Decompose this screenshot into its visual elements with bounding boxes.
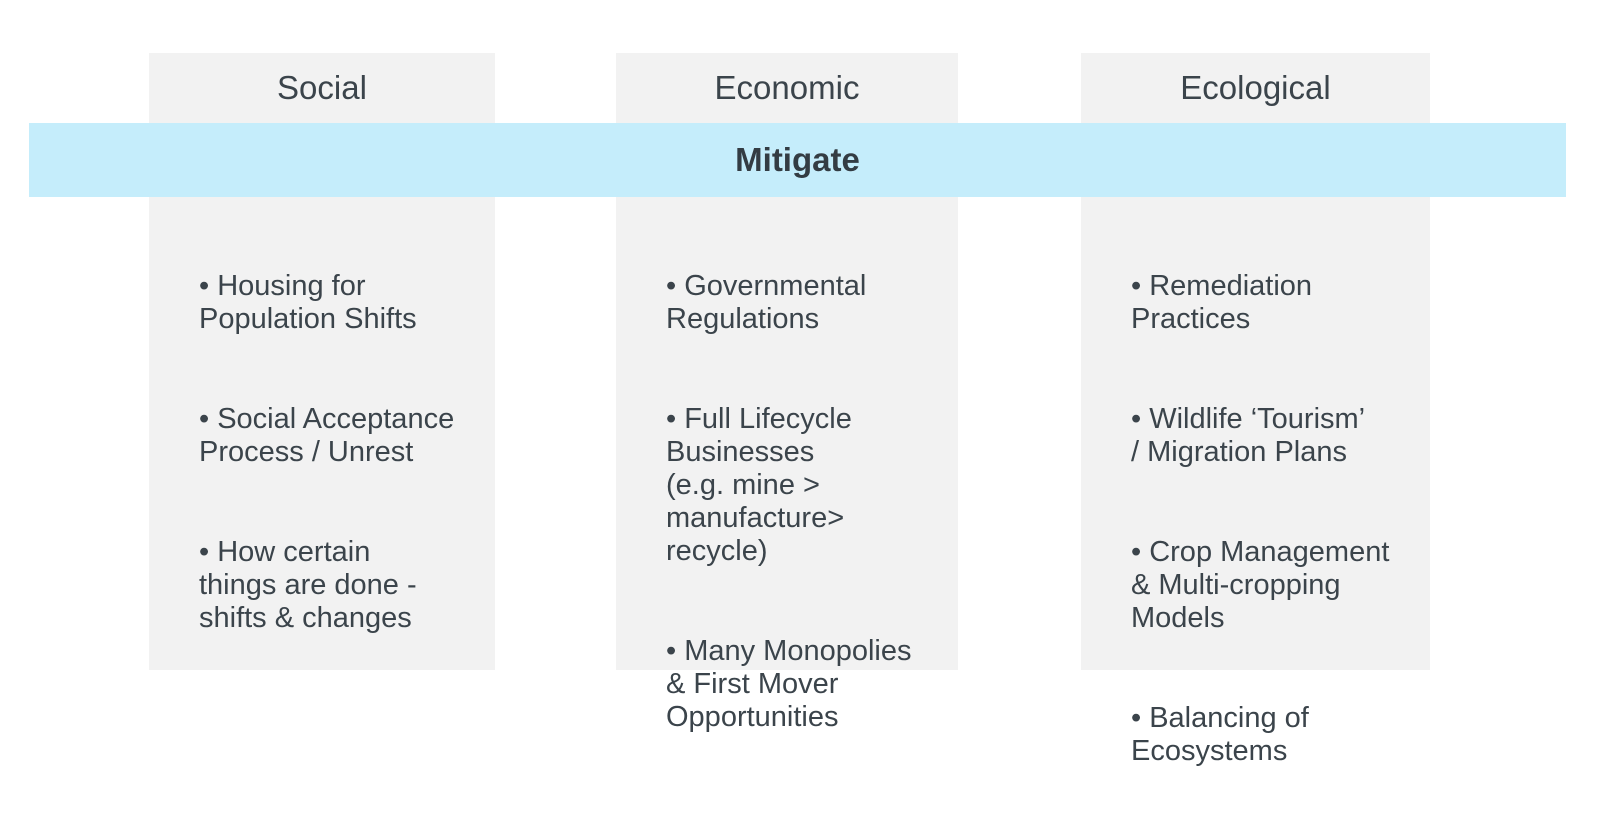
column-social-title: Social (277, 69, 367, 106)
bullet-item: • Balancing of Ecosystems (1131, 702, 1309, 767)
column-ecological-title: Ecological (1180, 69, 1331, 106)
bullet-item: • Many Monopolies & First Mover Opportun… (666, 635, 912, 733)
bullet-item: • Social Acceptance Process / Unrest (199, 403, 455, 468)
column-economic-title: Economic (714, 69, 860, 106)
bullet-item: • Wildlife ‘Tourism’ / Migration Plans (1131, 403, 1366, 468)
bullet-item: • How certain things are done - shifts &… (199, 536, 417, 634)
bullet-item: • Governmental Regulations (666, 270, 867, 335)
column-social-body: • Housing for Population Shifts • Social… (149, 197, 495, 702)
bullet-item: • Housing for Population Shifts (199, 270, 417, 335)
mitigate-banner-label: Mitigate (735, 141, 860, 178)
bullet-item: • Full Lifecycle Businesses (e.g. mine >… (666, 403, 852, 567)
bullet-item: • Crop Management & Multi-cropping Model… (1131, 536, 1390, 634)
column-economic-body: • Governmental Regulations • Full Lifecy… (616, 197, 958, 801)
column-ecological-body: • Remediation Practices • Wildlife ‘Tour… (1081, 197, 1430, 835)
bullet-item: • Remediation Practices (1131, 270, 1313, 335)
mitigate-banner: Mitigate (29, 123, 1566, 197)
mitigate-matrix-diagram: Social • Housing for Population Shifts •… (29, 53, 1566, 767)
